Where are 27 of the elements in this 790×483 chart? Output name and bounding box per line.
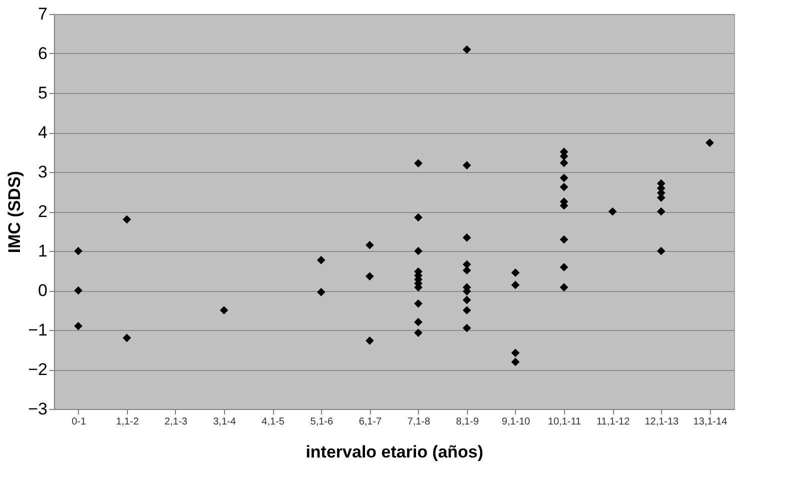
x-tick-label: 5,1-6 — [310, 416, 334, 428]
y-tick-label: 6 — [38, 44, 48, 63]
y-tick-label: 4 — [38, 123, 48, 142]
y-tick-label: −2 — [28, 360, 48, 379]
x-tick-label: 7,1-8 — [407, 416, 431, 428]
y-tick-label: 7 — [38, 4, 48, 24]
x-tick-label: 10,1-11 — [548, 416, 582, 428]
x-tick-label: 1,1-2 — [116, 416, 140, 428]
y-tick-label: −1 — [28, 320, 48, 340]
y-tick-label: 2 — [38, 202, 48, 221]
y-tick-label: 3 — [38, 162, 48, 182]
x-tick-label: 9,1-10 — [502, 416, 531, 428]
x-tick-label: 2,1-3 — [164, 416, 188, 428]
x-tick-label: 11,1-12 — [596, 416, 630, 428]
x-tick-label: 4,1-5 — [262, 416, 285, 428]
y-tick-label: 5 — [38, 84, 48, 102]
x-tick-label: 12,1-13 — [644, 416, 680, 428]
y-tick-label: −3 — [28, 400, 48, 418]
x-tick-label: 8,1-9 — [456, 416, 480, 428]
x-tick-label: 0-1 — [72, 416, 86, 428]
x-tick-label: 3,1-4 — [213, 416, 236, 428]
x-tick-label: 13,1-14 — [693, 416, 728, 428]
y-axis-title: IMC (SDS) — [5, 170, 24, 254]
x-axis-title: intervalo etario (años) — [306, 442, 484, 462]
x-tick-label: 6,1-7 — [358, 416, 382, 428]
y-tick-label: 0 — [38, 281, 48, 300]
y-tick-label: 1 — [38, 242, 48, 260]
